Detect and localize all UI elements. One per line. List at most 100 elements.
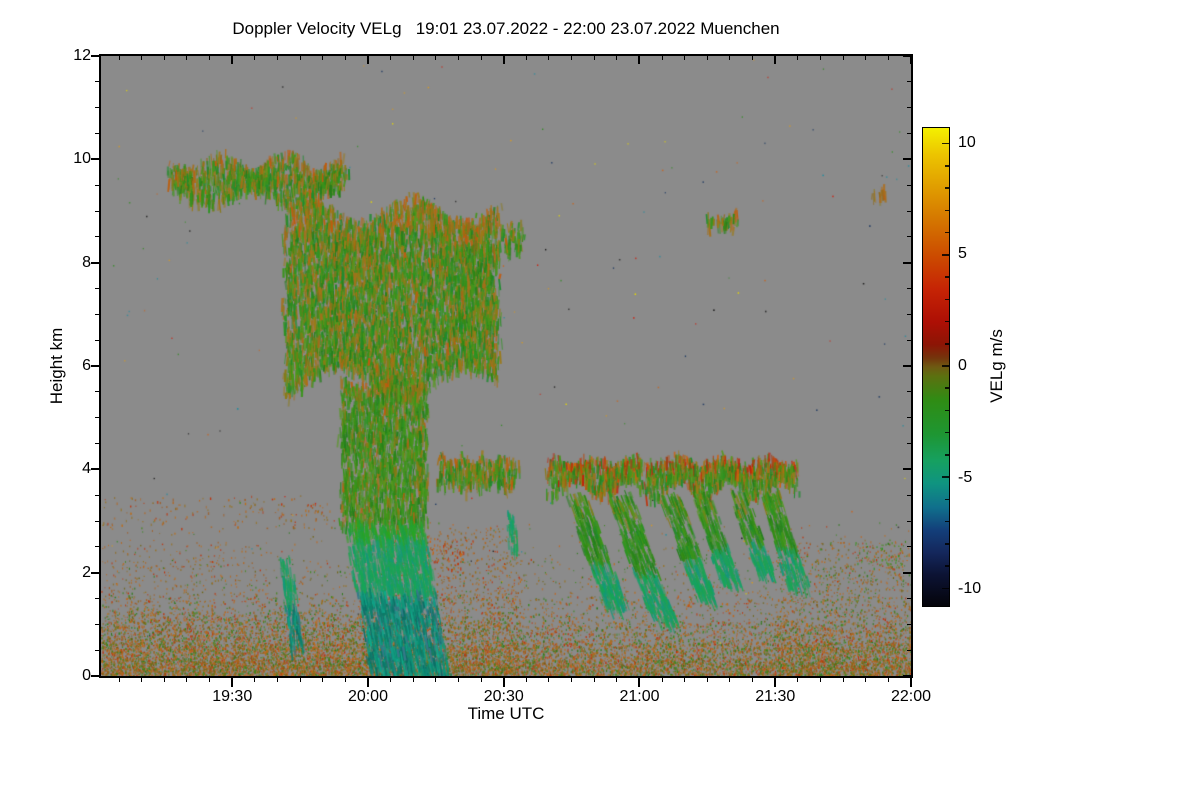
y-axis-major-tick (91, 571, 99, 574)
x-tick-label: 21:30 (755, 688, 796, 705)
y-axis-right-minor-tick (907, 107, 911, 109)
x-axis-top-minor-tick (254, 56, 256, 60)
y-axis-right-minor-tick (907, 623, 911, 625)
x-axis-minor-tick (186, 678, 188, 682)
y-tick-label: 8 (82, 253, 91, 271)
x-axis-minor-tick (344, 678, 346, 682)
heatmap-plot-area (101, 56, 911, 676)
x-axis-top-minor-tick (480, 56, 482, 60)
y-axis-right-tick (903, 261, 911, 264)
colorbar-tick (945, 165, 949, 167)
colorbar-tick-label: 10 (958, 133, 976, 151)
y-axis-right-minor-tick (907, 236, 911, 238)
x-axis-top-minor-tick (571, 56, 573, 60)
x-axis-top-minor-tick (322, 56, 324, 60)
x-axis-top-minor-tick (118, 56, 120, 60)
x-axis-minor-tick (819, 678, 821, 682)
x-axis-minor-tick (887, 678, 889, 682)
y-axis-right-minor-tick (907, 443, 911, 444)
y-axis-minor-tick (95, 520, 99, 522)
colorbar-gradient (923, 128, 949, 606)
x-axis-minor-tick (141, 678, 143, 682)
x-axis-top-minor-tick (797, 56, 799, 60)
x-axis-top-minor-tick (209, 56, 211, 60)
x-tick-label: 19:30 (212, 688, 253, 705)
y-axis-minor-tick (95, 133, 99, 134)
x-axis-top-minor-tick (887, 56, 889, 60)
y-axis-right-minor-tick (907, 598, 911, 599)
colorbar-tick-label: 5 (958, 245, 967, 263)
x-axis-minor-tick (299, 678, 301, 682)
x-axis-top-minor-tick (842, 56, 844, 60)
y-axis-minor-tick (95, 649, 99, 651)
y-axis-minor-tick (95, 494, 99, 496)
y-axis-right-minor-tick (907, 339, 911, 341)
y-axis-right-tick (903, 675, 911, 677)
x-axis-minor-tick (616, 678, 618, 682)
y-axis-right-tick (903, 158, 911, 161)
x-axis-top-minor-tick (752, 56, 754, 60)
colorbar-tick (945, 454, 949, 456)
y-axis-right-minor-tick (907, 288, 911, 289)
y-axis-minor-tick (95, 81, 99, 83)
y-tick-label: 6 (82, 357, 91, 374)
x-tick-label: 20:30 (483, 688, 524, 705)
x-axis-top-minor-tick (412, 56, 414, 60)
y-axis-right-minor-tick (907, 494, 911, 496)
colorbar-tick (945, 343, 949, 345)
colorbar-tick (945, 387, 949, 389)
x-axis-top-minor-tick (525, 56, 527, 60)
x-axis-top-minor-tick (141, 56, 143, 60)
y-axis-major-tick (91, 55, 99, 57)
y-axis-minor-tick (95, 339, 99, 341)
x-axis-top-tick (910, 56, 912, 64)
colorbar-tick (945, 498, 949, 501)
x-axis-top-minor-tick (548, 56, 550, 60)
y-axis-minor-tick (95, 107, 99, 109)
y-axis-right-tick (903, 468, 911, 471)
colorbar (922, 127, 950, 607)
x-axis-minor-tick (593, 678, 595, 682)
x-axis-minor-tick (435, 678, 437, 682)
y-axis-minor-tick (95, 623, 99, 625)
x-axis-major-tick (231, 678, 234, 687)
y-axis-right-minor-tick (907, 391, 911, 393)
x-axis-top-minor-tick (435, 56, 437, 60)
colorbar-tick (945, 187, 949, 189)
x-axis-major-tick (910, 678, 912, 687)
x-axis-major-tick (502, 678, 505, 687)
x-axis-top-minor-tick (661, 56, 663, 60)
x-axis-major-tick (366, 678, 369, 687)
x-axis-top-minor-tick (616, 56, 618, 60)
x-axis-top-minor-tick (706, 56, 708, 60)
x-axis-top-minor-tick (390, 56, 392, 60)
x-axis-top-minor-tick (186, 56, 188, 60)
x-axis-top-minor-tick (865, 56, 867, 60)
x-axis-major-tick (638, 678, 641, 687)
x-axis-minor-tick (209, 678, 211, 682)
colorbar-tick (945, 409, 949, 412)
x-axis-minor-tick (706, 678, 708, 682)
colorbar-tick (945, 520, 949, 523)
x-axis-minor-tick (412, 678, 414, 682)
y-axis-minor-tick (95, 288, 99, 289)
y-tick-label: 10 (73, 150, 91, 168)
x-axis-top-minor-tick (276, 56, 278, 60)
y-axis-right-tick (903, 365, 911, 367)
colorbar-tick-label: -10 (958, 580, 982, 598)
x-tick-label: 21:00 (619, 688, 660, 705)
colorbar-tick (945, 231, 949, 234)
x-axis-top-tick (638, 56, 641, 64)
y-axis-major-tick (91, 365, 99, 367)
x-axis-top-minor-tick (729, 56, 731, 60)
x-axis-top-minor-tick (299, 56, 301, 60)
x-axis-minor-tick (729, 678, 731, 682)
colorbar-tick-label: -5 (958, 468, 973, 486)
x-axis-minor-tick (752, 678, 754, 682)
x-axis-top-minor-tick (684, 56, 686, 60)
x-axis-minor-tick (684, 678, 686, 682)
y-axis-minor-tick (95, 236, 99, 238)
x-axis-minor-tick (865, 678, 867, 682)
colorbar-tick (945, 320, 949, 323)
